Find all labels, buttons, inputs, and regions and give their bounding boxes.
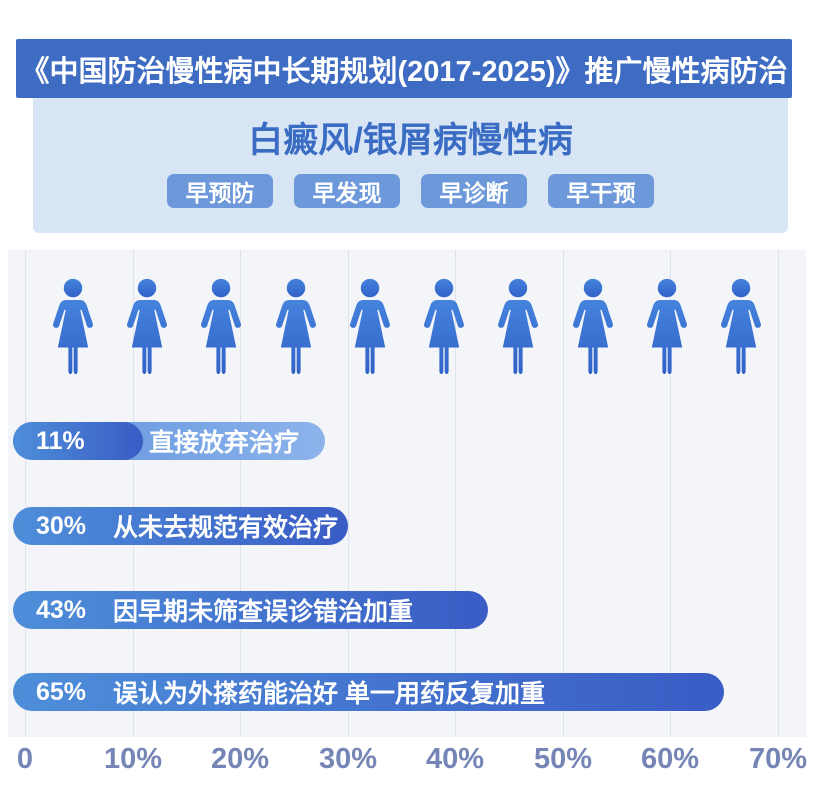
bar-row: 30% 从未去规范有效治疗 bbox=[13, 507, 803, 545]
info-panel: 白癜风/银屑病慢性病 早预防 早发现 早诊断 早干预 bbox=[33, 98, 788, 233]
banner-title: 《中国防治慢性病中长期规划(2017-2025)》推广慢性病防治 bbox=[20, 55, 788, 88]
bar-row: 43% 因早期未筛查误诊错治加重 bbox=[13, 591, 803, 629]
x-axis-tick: 70% bbox=[748, 743, 808, 775]
gridline bbox=[778, 250, 779, 737]
gridline bbox=[133, 250, 134, 737]
x-axis-tick: 10% bbox=[103, 743, 163, 775]
female-person-icon bbox=[634, 271, 700, 385]
female-person-icon bbox=[485, 271, 551, 385]
x-axis-tick: 30% bbox=[318, 743, 378, 775]
x-axis-tick: 0 bbox=[16, 743, 34, 775]
tag-button-early-detection[interactable]: 早发现 bbox=[294, 174, 400, 208]
bar-percent: 11% bbox=[36, 426, 85, 455]
female-person-icon bbox=[188, 271, 254, 385]
pictogram-row bbox=[40, 271, 774, 385]
tag-button-label: 早发现 bbox=[312, 180, 382, 206]
gridline bbox=[348, 250, 349, 737]
x-axis-tick: 50% bbox=[533, 743, 593, 775]
tag-button-label: 早诊断 bbox=[439, 180, 509, 206]
x-axis-tick: 40% bbox=[425, 743, 485, 775]
tag-button-row: 早预防 早发现 早诊断 早干预 bbox=[33, 174, 788, 208]
female-person-icon bbox=[337, 271, 403, 385]
gridline bbox=[240, 250, 241, 737]
bar-category: 因早期未筛查误诊错治加重 bbox=[113, 598, 414, 626]
bar-category: 从未去规范有效治疗 bbox=[113, 514, 339, 542]
bar-fill: 11% bbox=[13, 422, 143, 460]
tag-button-early-intervention[interactable]: 早干预 bbox=[548, 174, 654, 208]
tag-button-label: 早预防 bbox=[185, 180, 255, 206]
x-axis-tick: 60% bbox=[640, 743, 700, 775]
bar-fill: 65% 误认为外搽药能治好 单一用药反复加重 bbox=[13, 673, 724, 711]
bar-percent: 43% bbox=[36, 595, 87, 624]
gridline bbox=[670, 250, 671, 737]
header-banner: 《中国防治慢性病中长期规划(2017-2025)》推广慢性病防治 bbox=[16, 39, 792, 98]
female-person-icon bbox=[263, 271, 329, 385]
bar-percent: 30% bbox=[36, 511, 87, 540]
tag-button-early-prevention[interactable]: 早预防 bbox=[167, 174, 273, 208]
female-person-icon bbox=[708, 271, 774, 385]
bar-percent: 65% bbox=[36, 677, 87, 706]
gridline bbox=[25, 250, 26, 737]
gridline bbox=[563, 250, 564, 737]
bar-fill: 43% 因早期未筛查误诊错治加重 bbox=[13, 591, 488, 629]
bar-category: 误认为外搽药能治好 单一用药反复加重 bbox=[113, 680, 545, 708]
page-title: 白癜风/银屑病慢性病 bbox=[248, 121, 573, 160]
bar-category: 直接放弃治疗 bbox=[148, 429, 299, 457]
gridline bbox=[455, 250, 456, 737]
bar-row: 65% 误认为外搽药能治好 单一用药反复加重 bbox=[13, 673, 803, 711]
female-person-icon bbox=[114, 271, 180, 385]
bar-row: 直接放弃治疗 11% bbox=[13, 422, 803, 460]
tag-button-early-diagnosis[interactable]: 早诊断 bbox=[421, 174, 527, 208]
female-person-icon bbox=[40, 271, 106, 385]
tag-button-label: 早干预 bbox=[566, 180, 636, 206]
female-person-icon bbox=[560, 271, 626, 385]
female-person-icon bbox=[411, 271, 477, 385]
x-axis-tick: 20% bbox=[210, 743, 270, 775]
bar-fill: 30% 从未去规范有效治疗 bbox=[13, 507, 348, 545]
